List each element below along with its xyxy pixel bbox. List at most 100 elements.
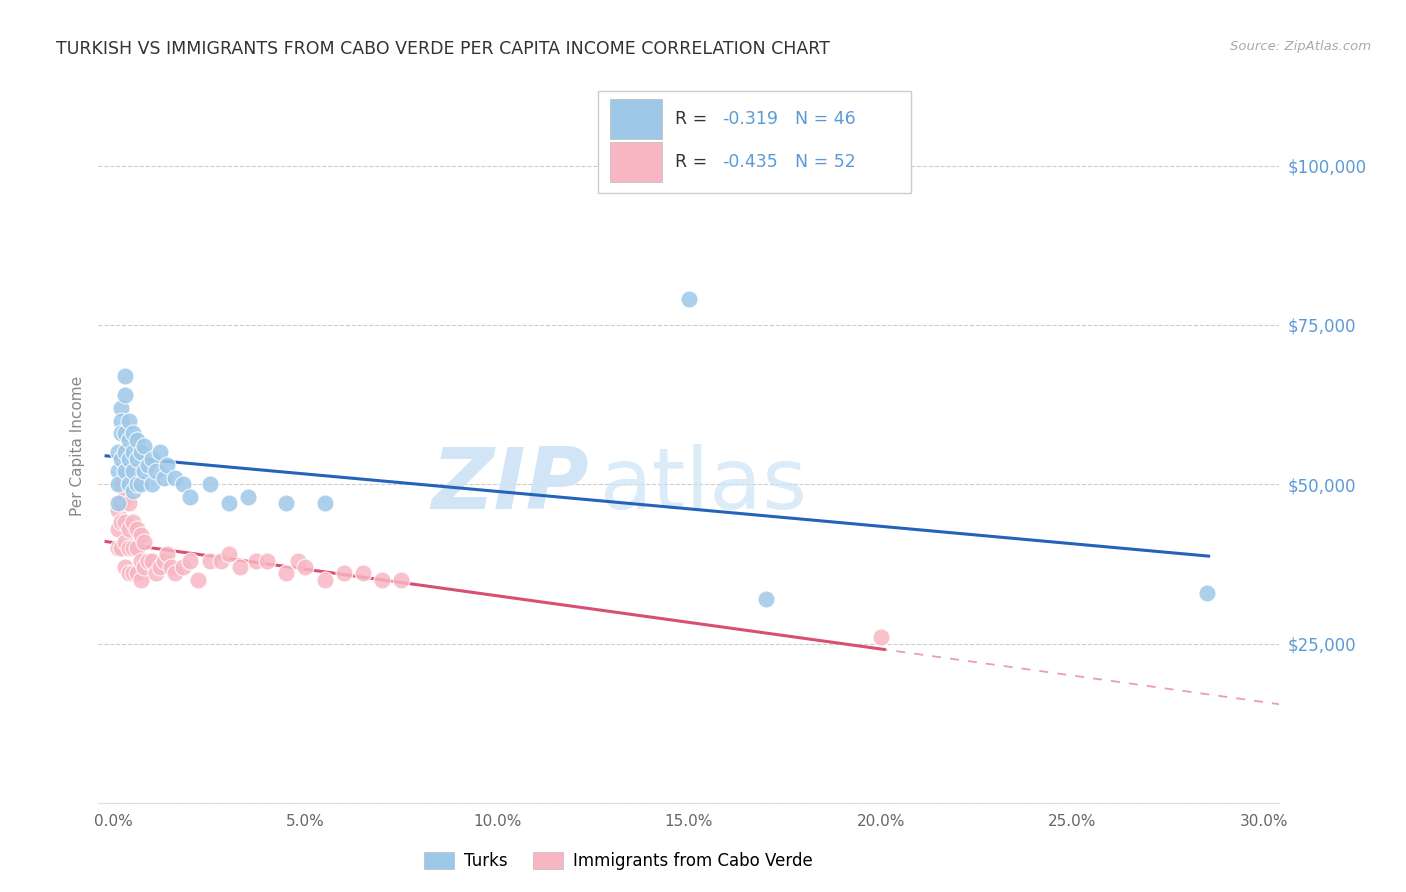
- Point: [107, 541, 129, 555]
- Point: [136, 458, 159, 472]
- Point: [129, 477, 152, 491]
- Point: [134, 534, 156, 549]
- Point: [118, 477, 141, 491]
- Point: [110, 541, 132, 555]
- Text: -0.435: -0.435: [723, 153, 778, 171]
- Point: [125, 433, 148, 447]
- Legend: Turks, Immigrants from Cabo Verde: Turks, Immigrants from Cabo Verde: [418, 845, 818, 877]
- Point: [122, 483, 145, 498]
- Point: [198, 477, 221, 491]
- Point: [118, 433, 141, 447]
- Point: [129, 573, 152, 587]
- Point: [236, 490, 259, 504]
- Point: [110, 477, 132, 491]
- Point: [118, 566, 141, 581]
- Point: [114, 516, 136, 530]
- Point: [110, 401, 132, 415]
- Point: [114, 534, 136, 549]
- Point: [229, 560, 252, 574]
- Point: [122, 426, 145, 441]
- Point: [134, 439, 156, 453]
- Point: [136, 554, 159, 568]
- Point: [122, 516, 145, 530]
- Point: [114, 368, 136, 383]
- Point: [134, 560, 156, 574]
- Point: [125, 522, 148, 536]
- Point: [110, 426, 132, 441]
- Point: [156, 458, 179, 472]
- Point: [187, 573, 209, 587]
- Point: [678, 293, 700, 307]
- Point: [218, 496, 240, 510]
- Point: [118, 413, 141, 427]
- FancyBboxPatch shape: [610, 99, 662, 139]
- FancyBboxPatch shape: [598, 91, 911, 193]
- Point: [141, 451, 163, 466]
- Point: [118, 496, 141, 510]
- Text: -0.319: -0.319: [723, 111, 778, 128]
- Point: [134, 465, 156, 479]
- Point: [165, 566, 187, 581]
- Point: [276, 566, 298, 581]
- Point: [152, 554, 174, 568]
- Point: [172, 477, 194, 491]
- Point: [107, 465, 129, 479]
- Point: [129, 445, 152, 459]
- Point: [371, 573, 394, 587]
- Point: [110, 451, 132, 466]
- Point: [122, 465, 145, 479]
- Point: [107, 477, 129, 491]
- Point: [218, 547, 240, 561]
- Text: R =: R =: [675, 153, 713, 171]
- Text: N = 46: N = 46: [796, 111, 856, 128]
- Point: [333, 566, 356, 581]
- Point: [149, 445, 172, 459]
- Point: [114, 490, 136, 504]
- Text: R =: R =: [675, 111, 713, 128]
- Point: [352, 566, 374, 581]
- Point: [107, 522, 129, 536]
- Point: [149, 560, 172, 574]
- Point: [179, 490, 201, 504]
- Point: [118, 541, 141, 555]
- Point: [125, 451, 148, 466]
- Text: atlas: atlas: [600, 443, 808, 527]
- Point: [122, 541, 145, 555]
- Point: [869, 630, 891, 644]
- Point: [114, 388, 136, 402]
- Point: [314, 496, 336, 510]
- Point: [110, 413, 132, 427]
- Point: [160, 560, 183, 574]
- FancyBboxPatch shape: [610, 142, 662, 182]
- Text: TURKISH VS IMMIGRANTS FROM CABO VERDE PER CAPITA INCOME CORRELATION CHART: TURKISH VS IMMIGRANTS FROM CABO VERDE PE…: [56, 40, 830, 58]
- Text: N = 52: N = 52: [796, 153, 856, 171]
- Point: [114, 465, 136, 479]
- Point: [245, 554, 267, 568]
- Point: [107, 502, 129, 516]
- Point: [1195, 585, 1218, 599]
- Point: [110, 516, 132, 530]
- Point: [389, 573, 412, 587]
- Point: [276, 496, 298, 510]
- Point: [179, 554, 201, 568]
- Point: [114, 445, 136, 459]
- Point: [314, 573, 336, 587]
- Point: [122, 445, 145, 459]
- Point: [156, 547, 179, 561]
- Point: [141, 477, 163, 491]
- Point: [118, 451, 141, 466]
- Point: [118, 522, 141, 536]
- Point: [125, 566, 148, 581]
- Text: ZIP: ZIP: [430, 443, 589, 527]
- Point: [107, 445, 129, 459]
- Point: [145, 566, 167, 581]
- Point: [152, 471, 174, 485]
- Point: [129, 554, 152, 568]
- Point: [209, 554, 232, 568]
- Point: [145, 465, 167, 479]
- Point: [125, 477, 148, 491]
- Point: [294, 560, 316, 574]
- Point: [125, 541, 148, 555]
- Point: [110, 496, 132, 510]
- Point: [287, 554, 309, 568]
